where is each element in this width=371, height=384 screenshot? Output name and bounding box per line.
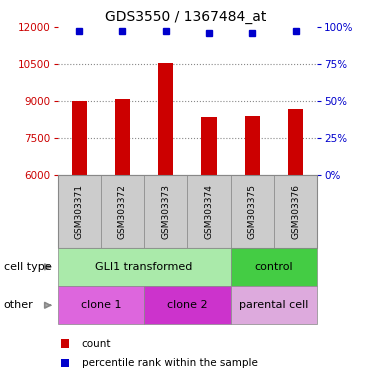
Bar (245, 116, 260, 175)
Bar (288, 109, 303, 175)
Bar (72, 101, 87, 175)
Text: GSM303376: GSM303376 (291, 184, 300, 239)
Text: GSM303373: GSM303373 (161, 184, 170, 239)
Bar (201, 117, 217, 175)
Text: GSM303374: GSM303374 (204, 184, 213, 238)
Text: cell type: cell type (4, 262, 51, 272)
Text: count: count (82, 339, 111, 349)
Text: other: other (4, 300, 33, 310)
Text: GLI1 transformed: GLI1 transformed (95, 262, 193, 272)
Text: GSM303371: GSM303371 (75, 184, 83, 239)
Text: control: control (255, 262, 293, 272)
Bar (115, 99, 130, 175)
Bar (158, 63, 173, 175)
Text: clone 1: clone 1 (81, 300, 121, 310)
Text: clone 2: clone 2 (167, 300, 208, 310)
Text: GDS3550 / 1367484_at: GDS3550 / 1367484_at (105, 10, 266, 23)
Text: parental cell: parental cell (239, 300, 309, 310)
Text: GSM303375: GSM303375 (248, 184, 257, 239)
Text: percentile rank within the sample: percentile rank within the sample (82, 358, 257, 368)
Text: GSM303372: GSM303372 (118, 184, 127, 238)
